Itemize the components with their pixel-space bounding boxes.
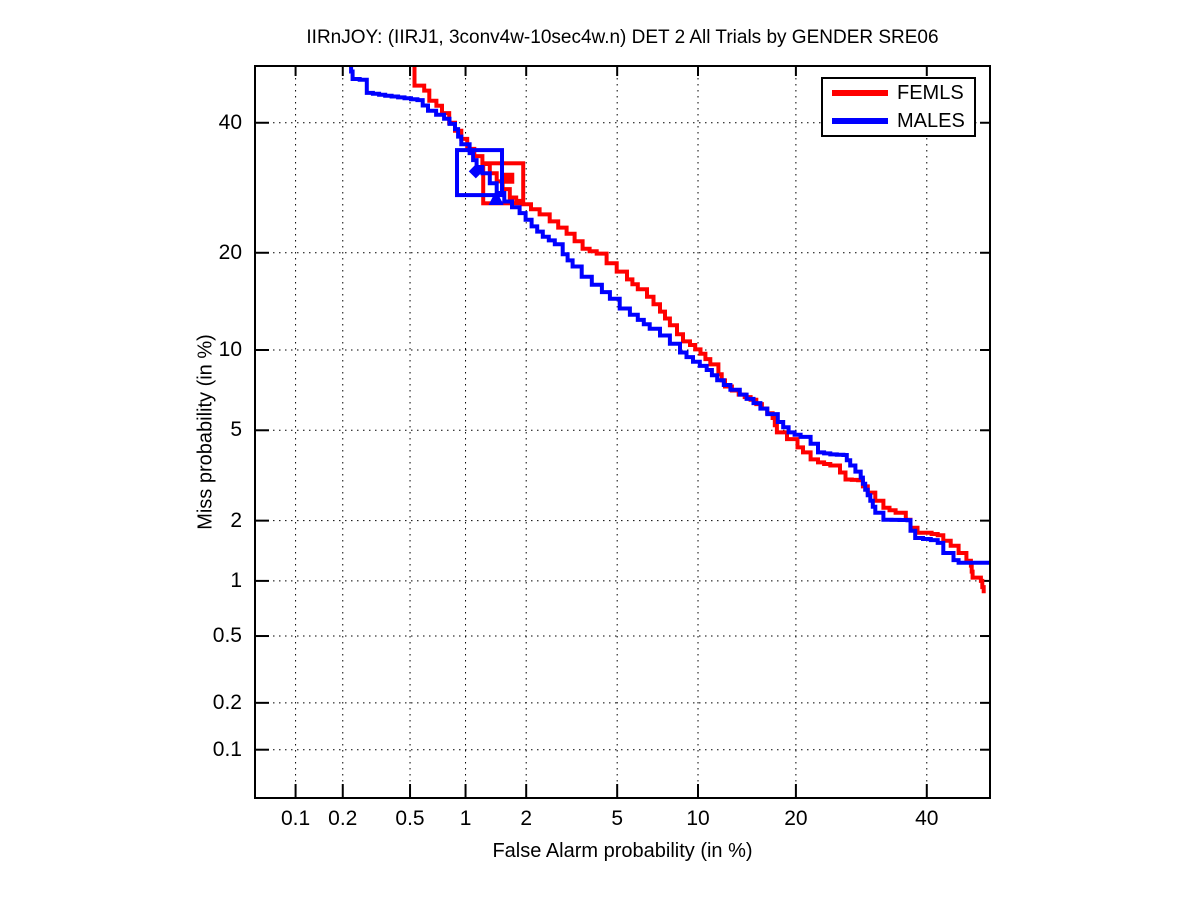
x-axis-label: False Alarm probability (in %): [492, 840, 753, 862]
x-tick-label: 10: [686, 807, 710, 830]
chart-title: IIRnJOY: (IIRJ1, 3conv4w-10sec4w.n) DET …: [306, 27, 939, 48]
gridlines: [255, 66, 990, 798]
x-tick-label: 20: [784, 807, 808, 830]
legend-entry-femls: FEMLS: [823, 80, 974, 106]
det-curve-males: [349, 66, 990, 565]
det-curves: [349, 66, 990, 594]
femls-filled-square-marker: [503, 172, 515, 184]
y-tick-label: 0.2: [212, 690, 242, 714]
x-tick-label: 0.5: [395, 807, 425, 830]
y-tick-label: 20: [218, 240, 242, 264]
plot-box-border: [254, 65, 991, 799]
tick-marks: [255, 66, 990, 798]
x-tick-label: 1: [459, 807, 472, 830]
legend-entry-males: MALES: [823, 108, 974, 134]
legend: FEMLS MALES: [821, 77, 976, 137]
x-tick-label: 40: [915, 807, 939, 830]
legend-label-males: MALES: [897, 109, 965, 132]
y-tick-label: 5: [230, 418, 242, 442]
femls-line-swatch: [832, 90, 888, 97]
det-curve-femls: [412, 66, 986, 594]
males-line-swatch: [832, 117, 888, 124]
y-tick-label: 0.5: [212, 624, 242, 648]
x-tick-label: 2: [520, 807, 533, 830]
x-tick-label: 0.1: [280, 807, 311, 830]
y-tick-label: 2: [230, 508, 242, 532]
y-tick-label: 1: [230, 568, 242, 592]
legend-label-femls: FEMLS: [897, 82, 964, 105]
y-tick-label: 0.1: [212, 737, 242, 761]
males-filled-diamond-marker: [468, 164, 483, 179]
males-filled-triangle-marker: [488, 190, 504, 206]
males-operating-point-markers: [455, 148, 505, 206]
males-open-square-marker: [455, 148, 505, 198]
y-tick-label: 10: [218, 337, 242, 361]
x-tick-label: 0.2: [328, 807, 358, 830]
y-tick-label: 40: [218, 110, 242, 134]
x-tick-label: 5: [611, 807, 624, 830]
